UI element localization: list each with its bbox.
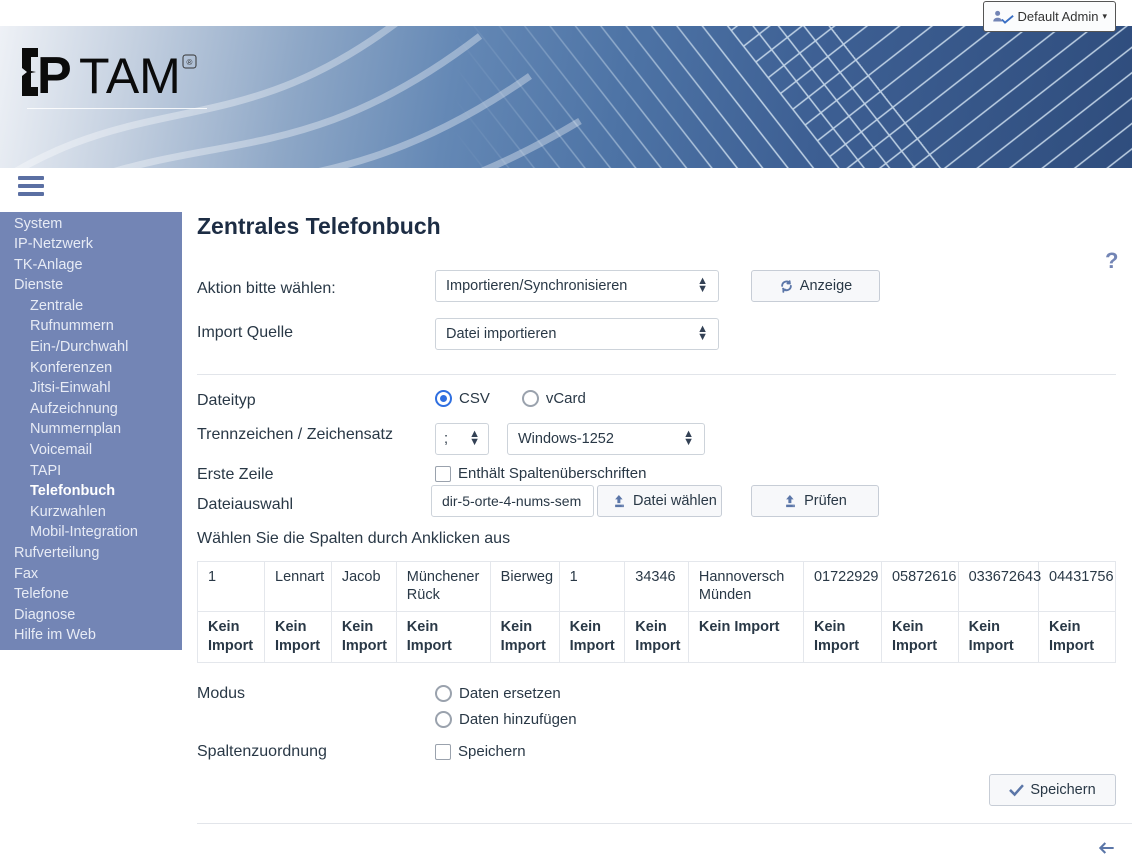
svg-text:P: P <box>37 47 72 105</box>
svg-text:TAM: TAM <box>79 48 181 104</box>
svg-text:®: ® <box>187 58 193 67</box>
